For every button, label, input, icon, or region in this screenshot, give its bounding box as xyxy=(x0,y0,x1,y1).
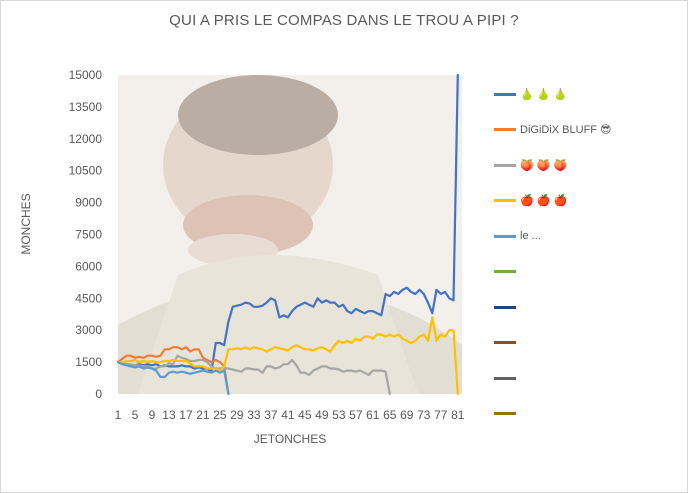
legend-swatch xyxy=(494,270,516,273)
x-tick-label: 45 xyxy=(298,408,312,422)
x-axis-label: JETONCHES xyxy=(253,432,327,446)
x-tick-label: 81 xyxy=(451,408,465,422)
legend-swatch xyxy=(494,128,516,131)
series-line-2 xyxy=(116,346,230,396)
legend-item: DiGiDiX BLUFF 😎 xyxy=(494,120,684,140)
x-tick-label: 17 xyxy=(179,408,193,422)
legend-label: 🍑 🍑 🍑 xyxy=(520,159,568,172)
chart-title: QUI A PRIS LE COMPAS DANS LE TROU A PIPI… xyxy=(169,12,519,29)
x-tick-label: 41 xyxy=(281,408,295,422)
x-tick-label: 5 xyxy=(132,408,139,422)
x-tick-label: 65 xyxy=(383,408,397,422)
y-tick-label: 1500 xyxy=(75,355,102,369)
legend-item xyxy=(494,368,684,388)
series-line-4 xyxy=(116,316,459,396)
y-tick-label: 4500 xyxy=(75,291,102,305)
legend-item xyxy=(494,297,684,317)
series-line-5 xyxy=(116,361,230,396)
legend-label: DiGiDiX BLUFF 😎 xyxy=(520,124,612,136)
x-tick-label: 69 xyxy=(400,408,414,422)
series-line-1 xyxy=(116,73,459,373)
x-tick-label: 49 xyxy=(315,408,329,422)
legend-swatch xyxy=(494,376,516,380)
legend-item: 🍎 🍎 🍎 xyxy=(494,191,684,211)
legend-item: le ... xyxy=(494,226,684,246)
x-tick-label: 73 xyxy=(417,408,431,422)
legend-swatch xyxy=(494,92,516,96)
y-tick-label: 12000 xyxy=(69,132,103,146)
x-tick-label: 1 xyxy=(115,408,122,422)
x-tick-label: 33 xyxy=(247,408,261,422)
legend-item xyxy=(494,262,684,282)
x-tick-label: 53 xyxy=(332,408,346,422)
y-tick-label: 10500 xyxy=(69,164,103,178)
legend-swatch xyxy=(494,341,516,344)
legend-label: 🍐 🍐 🍐 xyxy=(520,88,568,101)
legend-item: 🍑 🍑 🍑 xyxy=(494,155,684,175)
legend-item: 🍐 🍐 🍐 xyxy=(494,84,684,104)
y-tick-label: 9000 xyxy=(75,196,102,210)
legend-swatch xyxy=(494,163,516,167)
legend-item xyxy=(494,333,684,353)
x-tick-label: 13 xyxy=(162,408,176,422)
x-tick-label: 9 xyxy=(149,408,156,422)
legend-swatch xyxy=(494,199,516,202)
legend-label: le ... xyxy=(520,230,541,242)
y-tick-label: 6000 xyxy=(75,259,102,273)
y-tick-label: 15000 xyxy=(69,68,103,82)
legend-label: 🍎 🍎 🍎 xyxy=(520,195,568,207)
x-tick-label: 61 xyxy=(366,408,380,422)
x-tick-label: 37 xyxy=(264,408,278,422)
legend-item xyxy=(494,404,684,424)
series-line-3 xyxy=(116,354,391,396)
legend-swatch xyxy=(494,234,516,238)
x-tick-label: 57 xyxy=(349,408,363,422)
legend-swatch xyxy=(494,412,516,415)
y-tick-label: 13500 xyxy=(69,100,103,114)
y-tick-label: 3000 xyxy=(75,323,102,337)
x-tick-label: 29 xyxy=(230,408,244,422)
y-tick-label: 7500 xyxy=(75,228,102,242)
x-tick-label: 25 xyxy=(213,408,227,422)
x-tick-label: 21 xyxy=(196,408,210,422)
x-tick-label: 77 xyxy=(434,408,448,422)
legend-swatch xyxy=(494,305,516,309)
y-tick-label: 0 xyxy=(95,387,102,401)
